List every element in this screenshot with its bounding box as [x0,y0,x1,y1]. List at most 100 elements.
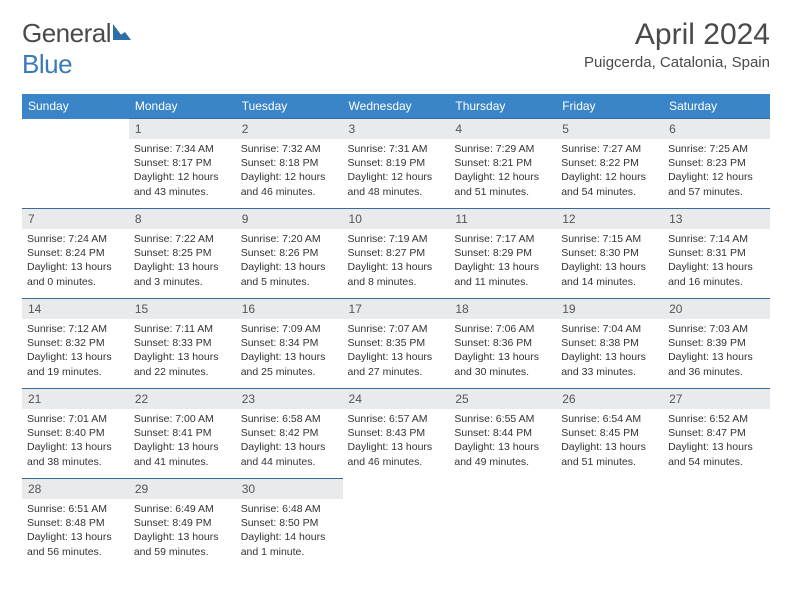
sunrise-text: Sunrise: 6:54 AM [561,412,658,426]
calendar-day-cell: 28Sunrise: 6:51 AMSunset: 8:48 PMDayligh… [22,479,129,569]
sunset-text: Sunset: 8:49 PM [134,516,231,530]
daylight-text: Daylight: 12 hours and 43 minutes. [134,170,231,198]
sunrise-text: Sunrise: 6:51 AM [27,502,124,516]
day-number: 12 [556,209,663,229]
day-number: 8 [129,209,236,229]
sunset-text: Sunset: 8:45 PM [561,426,658,440]
daylight-text: Daylight: 13 hours and 51 minutes. [561,440,658,468]
calendar-day-cell: 20Sunrise: 7:03 AMSunset: 8:39 PMDayligh… [663,299,770,389]
calendar-day-cell: 19Sunrise: 7:04 AMSunset: 8:38 PMDayligh… [556,299,663,389]
sunset-text: Sunset: 8:25 PM [134,246,231,260]
day-details: Sunrise: 7:19 AMSunset: 8:27 PMDaylight:… [343,229,450,294]
day-details: Sunrise: 7:31 AMSunset: 8:19 PMDaylight:… [343,139,450,204]
day-number: 29 [129,479,236,499]
daylight-text: Daylight: 12 hours and 46 minutes. [241,170,338,198]
day-number: 6 [663,119,770,139]
sunrise-text: Sunrise: 7:14 AM [668,232,765,246]
calendar-week-row: 7Sunrise: 7:24 AMSunset: 8:24 PMDaylight… [22,209,770,299]
sunrise-text: Sunrise: 7:12 AM [27,322,124,336]
sunset-text: Sunset: 8:24 PM [27,246,124,260]
day-details: Sunrise: 7:25 AMSunset: 8:23 PMDaylight:… [663,139,770,204]
day-details: Sunrise: 7:24 AMSunset: 8:24 PMDaylight:… [22,229,129,294]
day-number: 23 [236,389,343,409]
weekday-header: Tuesday [236,94,343,119]
day-details: Sunrise: 7:29 AMSunset: 8:21 PMDaylight:… [449,139,556,204]
sunset-text: Sunset: 8:47 PM [668,426,765,440]
day-number: 30 [236,479,343,499]
sunset-text: Sunset: 8:40 PM [27,426,124,440]
day-number: 26 [556,389,663,409]
day-number: 11 [449,209,556,229]
day-details: Sunrise: 6:57 AMSunset: 8:43 PMDaylight:… [343,409,450,474]
calendar-day-cell: 29Sunrise: 6:49 AMSunset: 8:49 PMDayligh… [129,479,236,569]
day-number: 15 [129,299,236,319]
sunset-text: Sunset: 8:42 PM [241,426,338,440]
calendar-day-cell: 12Sunrise: 7:15 AMSunset: 8:30 PMDayligh… [556,209,663,299]
weekday-header: Monday [129,94,236,119]
day-details: Sunrise: 7:12 AMSunset: 8:32 PMDaylight:… [22,319,129,384]
sunset-text: Sunset: 8:22 PM [561,156,658,170]
empty-day [343,479,450,499]
sunset-text: Sunset: 8:29 PM [454,246,551,260]
day-number: 28 [22,479,129,499]
daylight-text: Daylight: 13 hours and 0 minutes. [27,260,124,288]
sunset-text: Sunset: 8:33 PM [134,336,231,350]
calendar-day-cell [663,479,770,569]
day-details: Sunrise: 6:49 AMSunset: 8:49 PMDaylight:… [129,499,236,564]
daylight-text: Daylight: 12 hours and 51 minutes. [454,170,551,198]
day-number: 24 [343,389,450,409]
day-details: Sunrise: 6:54 AMSunset: 8:45 PMDaylight:… [556,409,663,474]
sunrise-text: Sunrise: 7:00 AM [134,412,231,426]
calendar-day-cell: 6Sunrise: 7:25 AMSunset: 8:23 PMDaylight… [663,119,770,209]
daylight-text: Daylight: 13 hours and 41 minutes. [134,440,231,468]
daylight-text: Daylight: 13 hours and 22 minutes. [134,350,231,378]
weekday-header: Sunday [22,94,129,119]
sunset-text: Sunset: 8:38 PM [561,336,658,350]
calendar-day-cell: 5Sunrise: 7:27 AMSunset: 8:22 PMDaylight… [556,119,663,209]
sunrise-text: Sunrise: 7:24 AM [27,232,124,246]
sunrise-text: Sunrise: 7:25 AM [668,142,765,156]
calendar-day-cell: 11Sunrise: 7:17 AMSunset: 8:29 PMDayligh… [449,209,556,299]
day-number: 9 [236,209,343,229]
calendar-day-cell: 23Sunrise: 6:58 AMSunset: 8:42 PMDayligh… [236,389,343,479]
day-details: Sunrise: 7:17 AMSunset: 8:29 PMDaylight:… [449,229,556,294]
calendar-day-cell: 4Sunrise: 7:29 AMSunset: 8:21 PMDaylight… [449,119,556,209]
sunset-text: Sunset: 8:39 PM [668,336,765,350]
sunset-text: Sunset: 8:18 PM [241,156,338,170]
calendar-day-cell: 18Sunrise: 7:06 AMSunset: 8:36 PMDayligh… [449,299,556,389]
daylight-text: Daylight: 13 hours and 27 minutes. [348,350,445,378]
sunset-text: Sunset: 8:26 PM [241,246,338,260]
day-number: 13 [663,209,770,229]
daylight-text: Daylight: 12 hours and 54 minutes. [561,170,658,198]
day-number: 17 [343,299,450,319]
empty-day [663,479,770,499]
sunrise-text: Sunrise: 7:20 AM [241,232,338,246]
sunrise-text: Sunrise: 7:07 AM [348,322,445,336]
calendar-day-cell: 1Sunrise: 7:34 AMSunset: 8:17 PMDaylight… [129,119,236,209]
sunrise-text: Sunrise: 6:52 AM [668,412,765,426]
sunrise-text: Sunrise: 7:11 AM [134,322,231,336]
sunrise-text: Sunrise: 7:17 AM [454,232,551,246]
logo: General Blue [22,18,133,80]
weekday-header: Thursday [449,94,556,119]
logo-part1: General [22,18,111,48]
day-details: Sunrise: 6:58 AMSunset: 8:42 PMDaylight:… [236,409,343,474]
weekday-header: Wednesday [343,94,450,119]
calendar-day-cell: 10Sunrise: 7:19 AMSunset: 8:27 PMDayligh… [343,209,450,299]
calendar-day-cell: 25Sunrise: 6:55 AMSunset: 8:44 PMDayligh… [449,389,556,479]
day-details: Sunrise: 7:09 AMSunset: 8:34 PMDaylight:… [236,319,343,384]
calendar-day-cell: 21Sunrise: 7:01 AMSunset: 8:40 PMDayligh… [22,389,129,479]
day-details: Sunrise: 7:34 AMSunset: 8:17 PMDaylight:… [129,139,236,204]
empty-day [556,479,663,499]
weekday-header: Friday [556,94,663,119]
day-details: Sunrise: 7:06 AMSunset: 8:36 PMDaylight:… [449,319,556,384]
sunset-text: Sunset: 8:43 PM [348,426,445,440]
day-number: 3 [343,119,450,139]
sunrise-text: Sunrise: 7:34 AM [134,142,231,156]
day-details: Sunrise: 7:15 AMSunset: 8:30 PMDaylight:… [556,229,663,294]
daylight-text: Daylight: 13 hours and 16 minutes. [668,260,765,288]
sunset-text: Sunset: 8:23 PM [668,156,765,170]
sunrise-text: Sunrise: 7:03 AM [668,322,765,336]
day-details: Sunrise: 6:52 AMSunset: 8:47 PMDaylight:… [663,409,770,474]
sunset-text: Sunset: 8:41 PM [134,426,231,440]
